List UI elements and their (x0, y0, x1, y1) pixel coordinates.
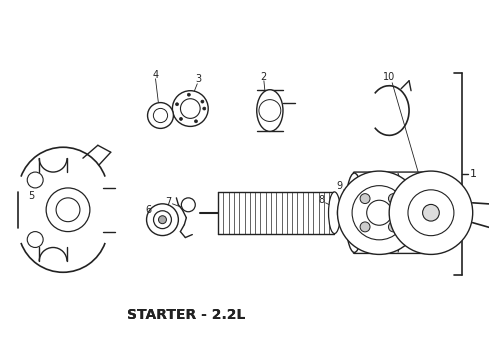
Text: 7: 7 (165, 197, 172, 207)
Circle shape (422, 204, 440, 221)
Text: STARTER - 2.2L: STARTER - 2.2L (127, 308, 245, 322)
Circle shape (389, 171, 473, 255)
Text: STARTER - 2.2L: STARTER - 2.2L (127, 308, 245, 322)
Text: 9: 9 (337, 181, 343, 191)
Circle shape (367, 200, 392, 225)
Circle shape (389, 194, 398, 203)
Circle shape (388, 209, 396, 217)
Circle shape (187, 93, 190, 96)
Text: 6: 6 (146, 205, 151, 215)
Circle shape (175, 103, 178, 106)
Circle shape (360, 194, 370, 203)
Circle shape (27, 231, 43, 247)
Circle shape (153, 108, 168, 123)
Text: 8: 8 (318, 195, 325, 205)
Circle shape (389, 222, 398, 232)
Ellipse shape (344, 206, 352, 220)
Circle shape (352, 186, 406, 240)
Circle shape (147, 103, 173, 129)
Circle shape (181, 198, 196, 212)
Circle shape (201, 100, 204, 103)
Circle shape (195, 120, 197, 123)
Circle shape (179, 117, 182, 120)
Circle shape (158, 216, 167, 224)
Text: 10: 10 (383, 72, 395, 82)
FancyBboxPatch shape (353, 172, 430, 253)
Ellipse shape (420, 173, 438, 252)
Circle shape (360, 222, 370, 232)
Circle shape (56, 198, 80, 222)
Ellipse shape (328, 192, 341, 234)
Circle shape (180, 99, 200, 118)
Ellipse shape (345, 173, 363, 252)
Circle shape (259, 100, 281, 121)
Circle shape (27, 172, 43, 188)
Circle shape (153, 211, 172, 229)
Circle shape (408, 190, 454, 236)
Circle shape (172, 91, 208, 126)
Text: 4: 4 (152, 70, 159, 80)
Ellipse shape (338, 203, 347, 223)
Circle shape (46, 188, 90, 231)
Circle shape (203, 107, 206, 110)
Text: 2: 2 (260, 72, 266, 82)
Ellipse shape (257, 90, 283, 131)
Text: 5: 5 (28, 191, 34, 201)
Circle shape (147, 204, 178, 235)
Text: 1: 1 (470, 169, 477, 179)
Circle shape (338, 171, 421, 255)
Text: 3: 3 (195, 74, 201, 84)
